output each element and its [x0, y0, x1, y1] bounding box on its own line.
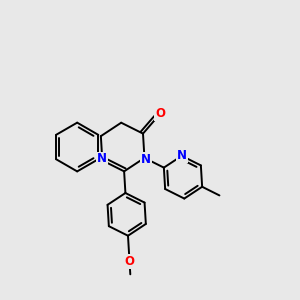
- Text: O: O: [155, 107, 165, 120]
- Text: N: N: [177, 149, 187, 162]
- Text: N: N: [141, 153, 151, 166]
- Text: O: O: [124, 255, 134, 268]
- Text: N: N: [97, 152, 107, 166]
